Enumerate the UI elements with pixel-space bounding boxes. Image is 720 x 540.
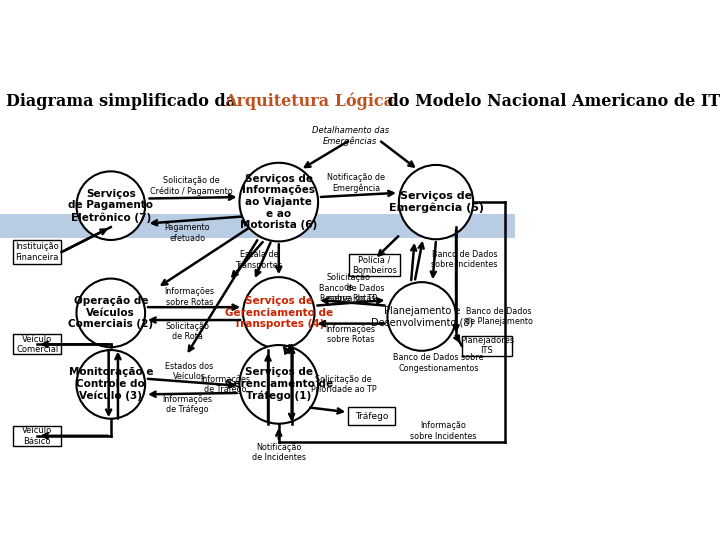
Text: Banco de Dados sobre
Congestionamentos: Banco de Dados sobre Congestionamentos xyxy=(393,353,484,373)
Text: Tráfego: Tráfego xyxy=(355,411,388,421)
Circle shape xyxy=(76,279,145,347)
Text: Operação de
Veículos
Comerciais (2): Operação de Veículos Comerciais (2) xyxy=(68,296,153,329)
Text: Serviços
de Pagamento
Eletrônico (7): Serviços de Pagamento Eletrônico (7) xyxy=(68,189,153,222)
Text: Arquitetura Lógica: Arquitetura Lógica xyxy=(225,93,395,110)
Text: Informações
de Tráfego: Informações de Tráfego xyxy=(200,375,250,394)
Text: Banco de Dados
sobre Incidentes: Banco de Dados sobre Incidentes xyxy=(431,249,498,269)
Bar xyxy=(13,240,61,264)
Text: Solicitação
de Rota: Solicitação de Rota xyxy=(166,322,210,341)
Text: Planejamento e
Desenvolvimento (8): Planejamento e Desenvolvimento (8) xyxy=(371,306,473,327)
Text: Escala de
Transportes: Escala de Transportes xyxy=(235,251,282,269)
Text: Serviços de
Informações
ao Viajante
e ao
Motorista (6): Serviços de Informações ao Viajante e ao… xyxy=(240,174,318,230)
Bar xyxy=(13,426,61,446)
Text: Solicitação de
Crédito / Pagamento: Solicitação de Crédito / Pagamento xyxy=(150,176,233,195)
Bar xyxy=(348,407,395,425)
Circle shape xyxy=(387,282,456,351)
Text: do Modelo Nacional Americano de ITS: do Modelo Nacional Americano de ITS xyxy=(382,93,720,110)
Text: Informações
sobre Rotas: Informações sobre Rotas xyxy=(325,325,375,344)
Text: Veículo
Comercial: Veículo Comercial xyxy=(16,335,58,354)
Circle shape xyxy=(76,350,145,418)
Text: Instituição
Financeira: Instituição Financeira xyxy=(15,242,59,262)
Circle shape xyxy=(240,345,318,424)
Text: Notificação
de Incidentes: Notificação de Incidentes xyxy=(252,443,306,462)
Circle shape xyxy=(399,165,473,239)
Circle shape xyxy=(243,277,315,349)
Text: Estados dos
Veículos: Estados dos Veículos xyxy=(166,362,214,381)
Text: Solicitação de
Prioridade ao TP: Solicitação de Prioridade ao TP xyxy=(311,375,377,394)
Text: Notificação de
Emergência: Notificação de Emergência xyxy=(327,173,385,193)
Text: Serviços de
Gerenciamento de
Tráfego (1): Serviços de Gerenciamento de Tráfego (1) xyxy=(225,367,333,401)
Text: Detalhamento das
Emergências: Detalhamento das Emergências xyxy=(312,126,389,146)
Text: Informações
de Tráfego: Informações de Tráfego xyxy=(162,395,212,414)
Bar xyxy=(462,336,512,356)
Bar xyxy=(0,214,515,238)
Text: Solicitação
de
Reserva do TP: Solicitação de Reserva do TP xyxy=(320,273,377,303)
Text: Serviços de
Emergência (5): Serviços de Emergência (5) xyxy=(389,191,484,213)
Text: Diagrama simplificado da: Diagrama simplificado da xyxy=(6,93,241,110)
Bar xyxy=(13,334,61,354)
Text: Pagamento
efetuado: Pagamento efetuado xyxy=(164,223,210,242)
Text: Planejadores
ITS: Planejadores ITS xyxy=(459,336,514,355)
Text: Banco de Dados
de Planejamento: Banco de Dados de Planejamento xyxy=(464,307,533,326)
Text: Informações
sobre Rotas: Informações sobre Rotas xyxy=(164,287,215,307)
Text: Monitoração e
Controle do
Veículo (3): Monitoração e Controle do Veículo (3) xyxy=(68,367,153,401)
Text: Polícia /
Bombeiros: Polícia / Bombeiros xyxy=(352,255,397,275)
Circle shape xyxy=(240,163,318,241)
Text: Serviços de
Gerenciamento de
Transportes (4): Serviços de Gerenciamento de Transportes… xyxy=(225,296,333,329)
Bar xyxy=(348,254,400,276)
Text: Banco de Dados
sobre Rotas: Banco de Dados sobre Rotas xyxy=(319,284,384,303)
Circle shape xyxy=(76,171,145,240)
Text: Veículo
Básico: Veículo Básico xyxy=(22,426,53,445)
Text: Informação
sobre Incidentes: Informação sobre Incidentes xyxy=(410,421,477,441)
